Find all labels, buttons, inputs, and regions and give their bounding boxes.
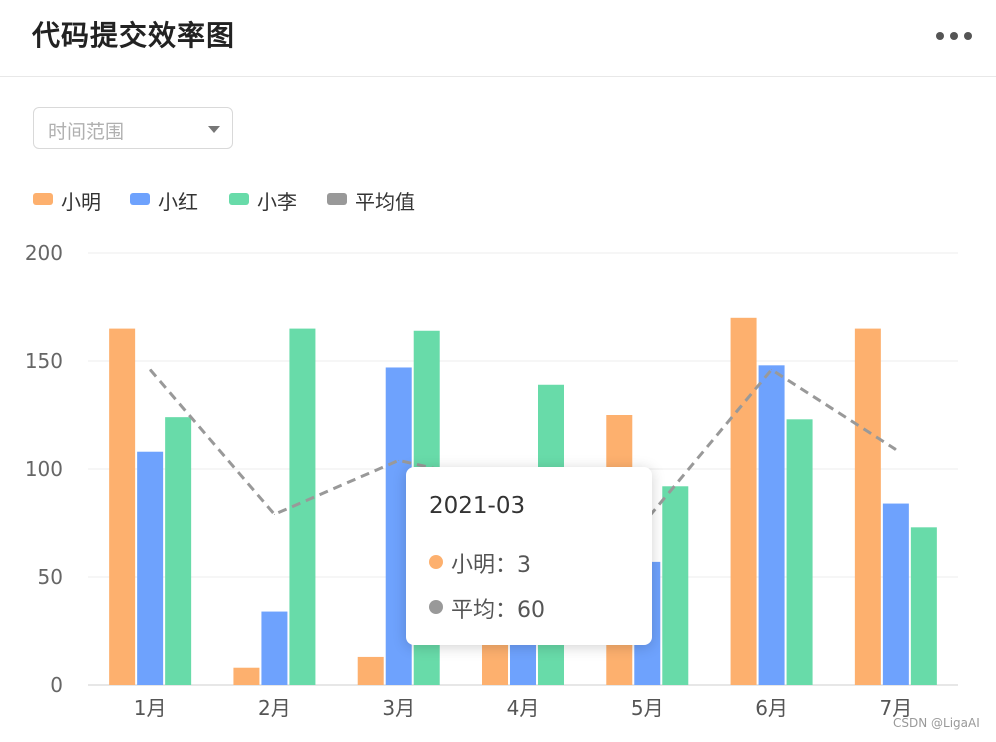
- line-point: [895, 449, 897, 451]
- x-tick-label: 6月: [755, 696, 788, 720]
- legend-label: 小红: [158, 190, 198, 214]
- bar: [357, 656, 384, 685]
- tooltip-dot: [429, 555, 443, 569]
- chart-tooltip: 2021-03 小明：3 平均：60: [406, 467, 652, 645]
- x-tick-label: 4月: [507, 696, 540, 720]
- y-tick-label: 200: [25, 241, 63, 265]
- chart-header: 代码提交效率图: [0, 0, 996, 77]
- y-tick-label: 100: [25, 457, 63, 481]
- bar: [165, 417, 192, 685]
- tooltip-dot: [429, 600, 443, 614]
- bar: [109, 328, 136, 685]
- watermark: CSDN @LigaAI: [893, 716, 980, 730]
- x-tick-label: 7月: [879, 696, 912, 720]
- bar: [882, 503, 909, 685]
- time-range-select[interactable]: 时间范围: [33, 107, 233, 149]
- bar: [854, 328, 881, 685]
- time-range-placeholder: 时间范围: [48, 121, 125, 143]
- line-point: [398, 459, 400, 461]
- bar: [786, 419, 813, 685]
- bar: [730, 317, 757, 685]
- tooltip-row-label: 小明：: [451, 553, 518, 578]
- bar: [758, 365, 785, 685]
- legend-swatch: [33, 193, 53, 205]
- line-point: [273, 513, 275, 515]
- legend-label: 小李: [257, 190, 297, 214]
- x-tick-label: 3月: [382, 696, 415, 720]
- x-tick-label: 1月: [134, 696, 167, 720]
- x-tick-label: 2月: [258, 696, 291, 720]
- tooltip-title: 2021-03: [429, 493, 526, 519]
- y-tick-label: 0: [50, 673, 63, 697]
- legend-label: 平均值: [355, 190, 415, 214]
- bar: [910, 527, 937, 685]
- caret-down-icon: [208, 126, 220, 133]
- legend-label: 小明: [61, 190, 101, 214]
- bar: [662, 486, 689, 685]
- tooltip-row-value: 60: [517, 598, 546, 623]
- more-horizontal-icon[interactable]: [936, 30, 972, 42]
- legend-swatch: [130, 193, 150, 205]
- bar: [233, 667, 260, 685]
- bar: [137, 451, 164, 685]
- legend-swatch: [229, 193, 249, 205]
- bar: [261, 611, 288, 685]
- chart-title: 代码提交效率图: [32, 19, 236, 52]
- line-point: [149, 369, 151, 371]
- x-tick-label: 5月: [631, 696, 664, 720]
- tooltip-row-value: 3: [517, 553, 532, 578]
- tooltip-row-label: 平均：: [451, 598, 518, 623]
- line-point: [771, 369, 773, 371]
- y-tick-label: 150: [25, 349, 63, 373]
- y-tick-label: 50: [38, 565, 63, 589]
- legend-swatch: [327, 193, 347, 205]
